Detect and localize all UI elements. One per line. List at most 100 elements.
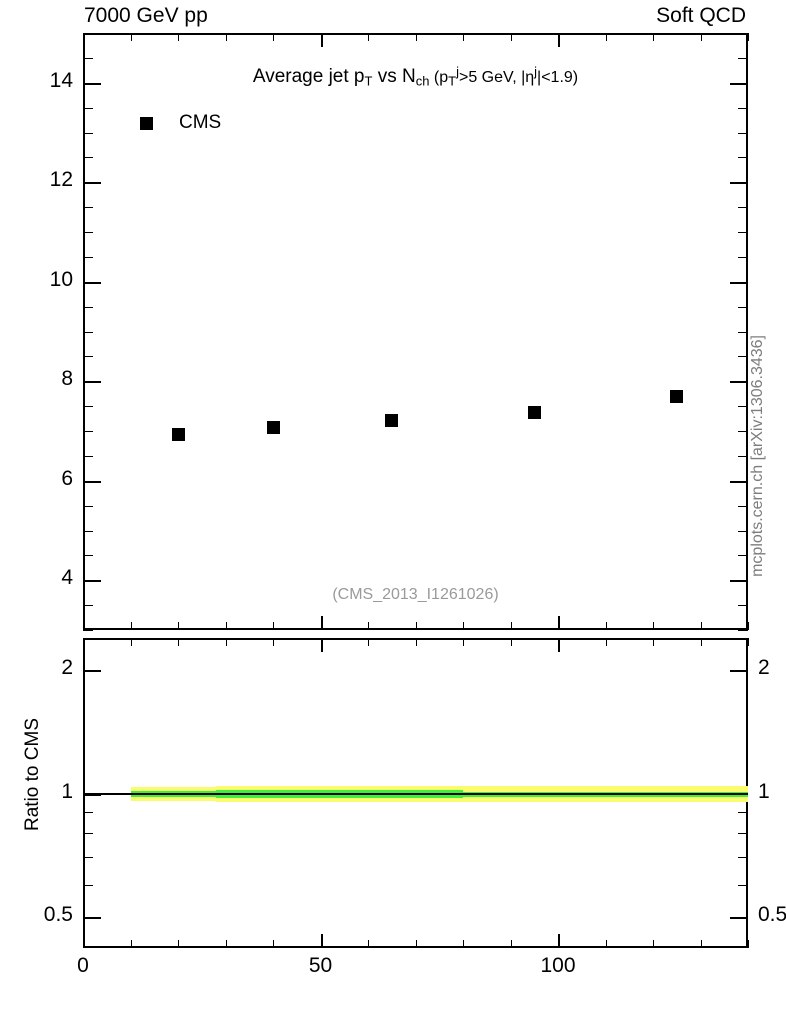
y-tick-minor — [738, 555, 748, 556]
y-tick-minor — [738, 108, 748, 109]
x-tick-minor — [226, 622, 227, 630]
y-tick-major — [83, 670, 101, 672]
y-tick-minor — [83, 531, 93, 532]
title-paren-open: (p — [429, 68, 449, 86]
x-tick-major — [558, 934, 560, 948]
y-tick-major — [730, 670, 748, 672]
x-tick-minor — [416, 33, 417, 41]
x-tick-minor — [226, 33, 227, 41]
x-tick-minor — [416, 940, 417, 948]
y-tick-major — [730, 182, 748, 184]
y-axis-label-ratio-left: 0.5 — [43, 902, 73, 926]
data-point — [171, 427, 185, 441]
x-tick-minor — [368, 940, 369, 948]
y-tick-major — [83, 917, 101, 919]
y-tick-minor — [738, 232, 748, 233]
ratio-reference-line — [83, 792, 748, 795]
y-axis-label-ratio-left: 1 — [61, 779, 73, 803]
y-tick-major — [730, 83, 748, 85]
x-tick-minor — [273, 638, 274, 646]
y-tick-major — [83, 481, 101, 483]
x-tick-minor — [653, 33, 654, 41]
y-tick-major — [83, 381, 101, 383]
x-tick-minor — [131, 940, 132, 948]
y-tick-major — [83, 794, 101, 796]
x-tick-minor — [511, 638, 512, 646]
y-tick-minor — [83, 332, 93, 333]
x-tick-minor — [463, 622, 464, 630]
x-tick-minor — [178, 940, 179, 948]
y-tick-major — [730, 580, 748, 582]
y-tick-minor — [83, 33, 93, 34]
x-tick-minor — [653, 622, 654, 630]
legend-marker-cms — [140, 116, 153, 130]
ratio-axis-title: Ratio to CMS — [22, 718, 43, 831]
y-tick-minor — [83, 157, 93, 158]
plot-title: Average jet pT vs Nch (pTj>5 GeV, |ηj|<1… — [83, 64, 748, 88]
title-paren-mid: >5 GeV, |η — [458, 68, 535, 86]
y-tick-minor — [83, 630, 93, 631]
x-tick-major — [83, 616, 85, 630]
x-tick-minor — [748, 33, 749, 41]
y-tick-minor — [738, 33, 748, 34]
title-paren-sup2: j — [534, 64, 538, 79]
x-tick-minor — [131, 638, 132, 646]
y-tick-minor — [83, 885, 93, 886]
y-axis-label-main: 8 — [61, 367, 73, 391]
x-tick-minor — [226, 638, 227, 646]
x-tick-minor — [653, 638, 654, 646]
x-tick-major — [83, 638, 85, 652]
y-tick-minor — [738, 133, 748, 134]
x-tick-minor — [701, 33, 702, 41]
x-tick-major — [321, 616, 323, 630]
data-point — [670, 389, 684, 403]
x-tick-minor — [748, 638, 749, 646]
data-point — [527, 406, 541, 420]
x-tick-minor — [701, 638, 702, 646]
y-tick-minor — [738, 157, 748, 158]
x-tick-minor — [178, 622, 179, 630]
x-tick-minor — [368, 33, 369, 41]
x-tick-minor — [511, 33, 512, 41]
header-beam-label: 7000 GeV pp — [84, 4, 208, 27]
y-axis-label-main: 14 — [49, 68, 73, 92]
y-tick-minor — [83, 605, 93, 606]
x-tick-minor — [701, 622, 702, 630]
y-tick-minor — [83, 812, 93, 813]
y-tick-minor — [83, 456, 93, 457]
y-tick-major — [730, 481, 748, 483]
x-tick-minor — [748, 622, 749, 630]
x-tick-minor — [273, 622, 274, 630]
y-axis-label-main: 4 — [61, 566, 73, 590]
y-axis-label-main: 10 — [49, 267, 73, 291]
y-axis-label-main: 12 — [49, 168, 73, 192]
x-tick-major — [558, 33, 560, 47]
x-axis-label: 0 — [77, 954, 89, 977]
y-tick-major — [730, 381, 748, 383]
y-tick-minor — [738, 630, 748, 631]
x-tick-major — [321, 934, 323, 948]
x-tick-minor — [463, 33, 464, 41]
data-point — [266, 421, 280, 435]
y-tick-major — [83, 182, 101, 184]
y-tick-major — [730, 917, 748, 919]
y-tick-minor — [738, 885, 748, 886]
y-tick-minor — [83, 257, 93, 258]
y-tick-minor — [738, 332, 748, 333]
mcplots-credit: mcplots.cern.ch [arXiv:1306.3436] — [749, 335, 766, 577]
y-tick-minor — [83, 133, 93, 134]
y-tick-major — [730, 282, 748, 284]
x-tick-minor — [178, 638, 179, 646]
x-tick-minor — [131, 622, 132, 630]
x-axis-label: 100 — [540, 954, 576, 977]
analysis-id-watermark: (CMS_2013_I1261026) — [332, 586, 499, 603]
main-plot-frame — [83, 33, 748, 630]
y-tick-minor — [738, 506, 748, 507]
x-tick-major — [558, 616, 560, 630]
x-tick-minor — [653, 940, 654, 948]
title-sub-2: ch — [415, 73, 430, 89]
x-tick-minor — [416, 638, 417, 646]
x-tick-minor — [368, 638, 369, 646]
title-sub-1: T — [364, 73, 373, 89]
y-axis-label-ratio-left: 2 — [61, 656, 73, 680]
